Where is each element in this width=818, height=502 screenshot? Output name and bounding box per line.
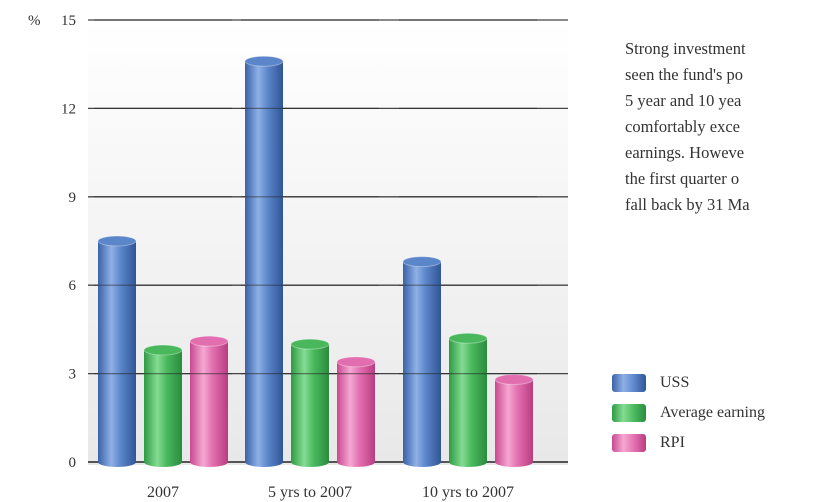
bar-cap [448, 332, 488, 344]
bar-average-earnings [143, 344, 183, 467]
bar-base [245, 457, 283, 467]
bar-base [98, 457, 136, 467]
legend-swatch-uss [612, 374, 646, 392]
bar-cap [402, 256, 442, 268]
bar-uss [97, 235, 137, 467]
legend: USS Average earning RPI [612, 368, 765, 458]
x-category-label: 5 yrs to 2007 [268, 484, 352, 501]
bar-base [495, 457, 533, 467]
paragraph-line: Strong investment [625, 39, 746, 58]
bar-base [403, 457, 441, 467]
bar-cap [336, 356, 376, 368]
paragraph-line: the first quarter o [625, 169, 740, 188]
paragraph-line: comfortably exce [625, 117, 740, 136]
bar-cap [244, 55, 284, 67]
legend-swatch-rpi [612, 434, 646, 452]
x-category-label: 2007 [147, 484, 179, 501]
bar-base [337, 457, 375, 467]
bar-base [190, 457, 228, 467]
axes: 0 3 6 9 12 15% 2007 5 yrs to 2007 10 yrs to 2007 [28, 13, 514, 501]
bar-body [98, 241, 136, 462]
y-tick-label: 6 [69, 278, 77, 294]
bar-cap [494, 373, 534, 385]
y-tick-label: 12 [61, 101, 76, 117]
bar-base [449, 457, 487, 467]
legend-label: USS [660, 374, 690, 391]
paragraph-line: 5 year and 10 yea [625, 91, 742, 110]
bar-rpi [494, 373, 534, 467]
bar-rpi [336, 356, 376, 467]
bar-body [403, 261, 441, 462]
bar-body [291, 344, 329, 462]
bar-cap [189, 335, 229, 347]
legend-label: Average earning [660, 404, 765, 421]
paragraph-line: earnings. Howeve [625, 143, 745, 162]
y-tick-label: 3 [69, 367, 77, 383]
bar-body [449, 338, 487, 462]
bar-rpi [189, 335, 229, 467]
bar-base [144, 457, 182, 467]
legend-item-average-earnings: Average earning [612, 398, 765, 428]
legend-item-rpi: RPI [612, 428, 765, 458]
bar-uss [402, 256, 442, 467]
bar-uss [244, 55, 284, 467]
bar-base [291, 457, 329, 467]
bar-chart: 0 3 6 9 12 15% 2007 5 yrs to 2007 10 yrs to 2007 [28, 13, 568, 501]
bar-body [144, 350, 182, 462]
description-paragraph: Strong investment seen the fund's po 5 y… [625, 36, 818, 218]
legend-swatch-average-earnings [612, 404, 646, 422]
bar-body [495, 379, 533, 462]
y-tick-label: 15 [61, 13, 76, 29]
bar-body [190, 341, 228, 462]
legend-item-uss: USS [612, 368, 765, 398]
bar-cap [143, 344, 183, 356]
bars [94, 19, 537, 467]
bar-body [245, 61, 283, 463]
y-tick-label: 0 [69, 455, 77, 471]
y-axis-label: % [28, 13, 41, 29]
bar-cap [290, 338, 330, 350]
x-category-label: 10 yrs to 2007 [422, 484, 514, 501]
bar-average-earnings [290, 338, 330, 467]
bar-cap [97, 235, 137, 247]
bar-average-earnings [448, 332, 488, 467]
paragraph-line: fall back by 31 Ma [625, 195, 750, 214]
y-tick-label: 9 [69, 190, 77, 206]
paragraph-line: seen the fund's po [625, 65, 743, 84]
legend-label: RPI [660, 434, 685, 451]
bar-body [337, 361, 375, 462]
